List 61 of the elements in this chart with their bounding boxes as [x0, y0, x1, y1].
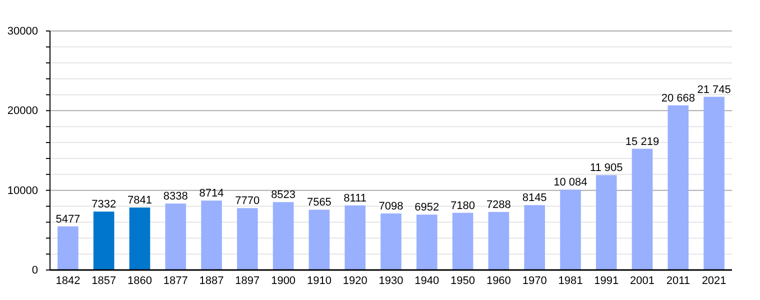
- data-label: 8111: [344, 192, 367, 204]
- data-label: 7180: [450, 200, 476, 212]
- x-tick-label: 1950: [450, 275, 476, 287]
- bar: [272, 202, 294, 270]
- data-label: 7288: [486, 198, 511, 211]
- bar: [632, 148, 653, 270]
- data-label: 7565: [306, 196, 332, 209]
- data-label: 8523: [271, 189, 296, 202]
- data-label: 15 219: [625, 136, 660, 148]
- data-label: 5477: [56, 213, 80, 226]
- x-tick-label: 1857: [92, 275, 116, 287]
- x-tick-label: 1970: [522, 275, 547, 287]
- x-tick-label: 2001: [630, 275, 655, 287]
- data-label: 8714: [199, 188, 224, 200]
- x-tick-label: 1940: [414, 275, 440, 287]
- x-tick-label: 1887: [199, 275, 224, 287]
- x-tick-label: 1842: [56, 275, 80, 287]
- x-tick-label: 1960: [486, 275, 511, 287]
- data-label: 10 084: [554, 176, 588, 189]
- data-label: 8338: [163, 190, 188, 203]
- data-label: 20 668: [661, 92, 695, 104]
- data-label: 7841: [127, 194, 152, 207]
- data-label: 21 745: [697, 84, 731, 96]
- x-tick-label: 1991: [594, 275, 619, 287]
- x-tick-label: 1900: [271, 275, 296, 287]
- bar: [380, 213, 402, 270]
- y-tick-label: 30000: [7, 26, 38, 38]
- x-tick-label: 1920: [342, 275, 368, 287]
- bar: [596, 175, 617, 270]
- bar: [308, 210, 330, 270]
- bar: [560, 190, 581, 270]
- bar: [452, 212, 474, 270]
- bar: [704, 96, 724, 270]
- y-tick-label: 0: [32, 264, 38, 277]
- data-label: 6952: [414, 202, 440, 214]
- x-tick-label: 2011: [666, 275, 690, 287]
- bar: [488, 212, 510, 270]
- data-label: 7098: [378, 200, 404, 212]
- data-label: 11 905: [590, 162, 623, 174]
- data-label: 7332: [92, 198, 116, 211]
- bar: [524, 205, 545, 270]
- bar: [93, 212, 114, 270]
- bar: [58, 226, 78, 270]
- bar: [165, 204, 186, 270]
- x-tick-label: 1930: [378, 275, 404, 287]
- bar: [129, 208, 150, 270]
- data-label: 7770: [235, 195, 260, 208]
- x-tick-label: 1877: [163, 275, 188, 287]
- x-tick-label: 1910: [306, 275, 332, 287]
- y-tick-label: 20000: [7, 105, 38, 118]
- x-tick-label: 1860: [127, 275, 152, 287]
- bar: [668, 105, 689, 270]
- y-tick-label: 10000: [7, 184, 38, 197]
- bar: [237, 208, 258, 270]
- bar: [416, 214, 438, 270]
- x-tick-label: 2021: [702, 275, 726, 287]
- data-label: 8145: [522, 192, 547, 204]
- x-tick-label: 1897: [235, 275, 260, 287]
- bar: [344, 205, 366, 270]
- bar: [201, 200, 222, 270]
- x-tick-label: 1981: [558, 275, 583, 287]
